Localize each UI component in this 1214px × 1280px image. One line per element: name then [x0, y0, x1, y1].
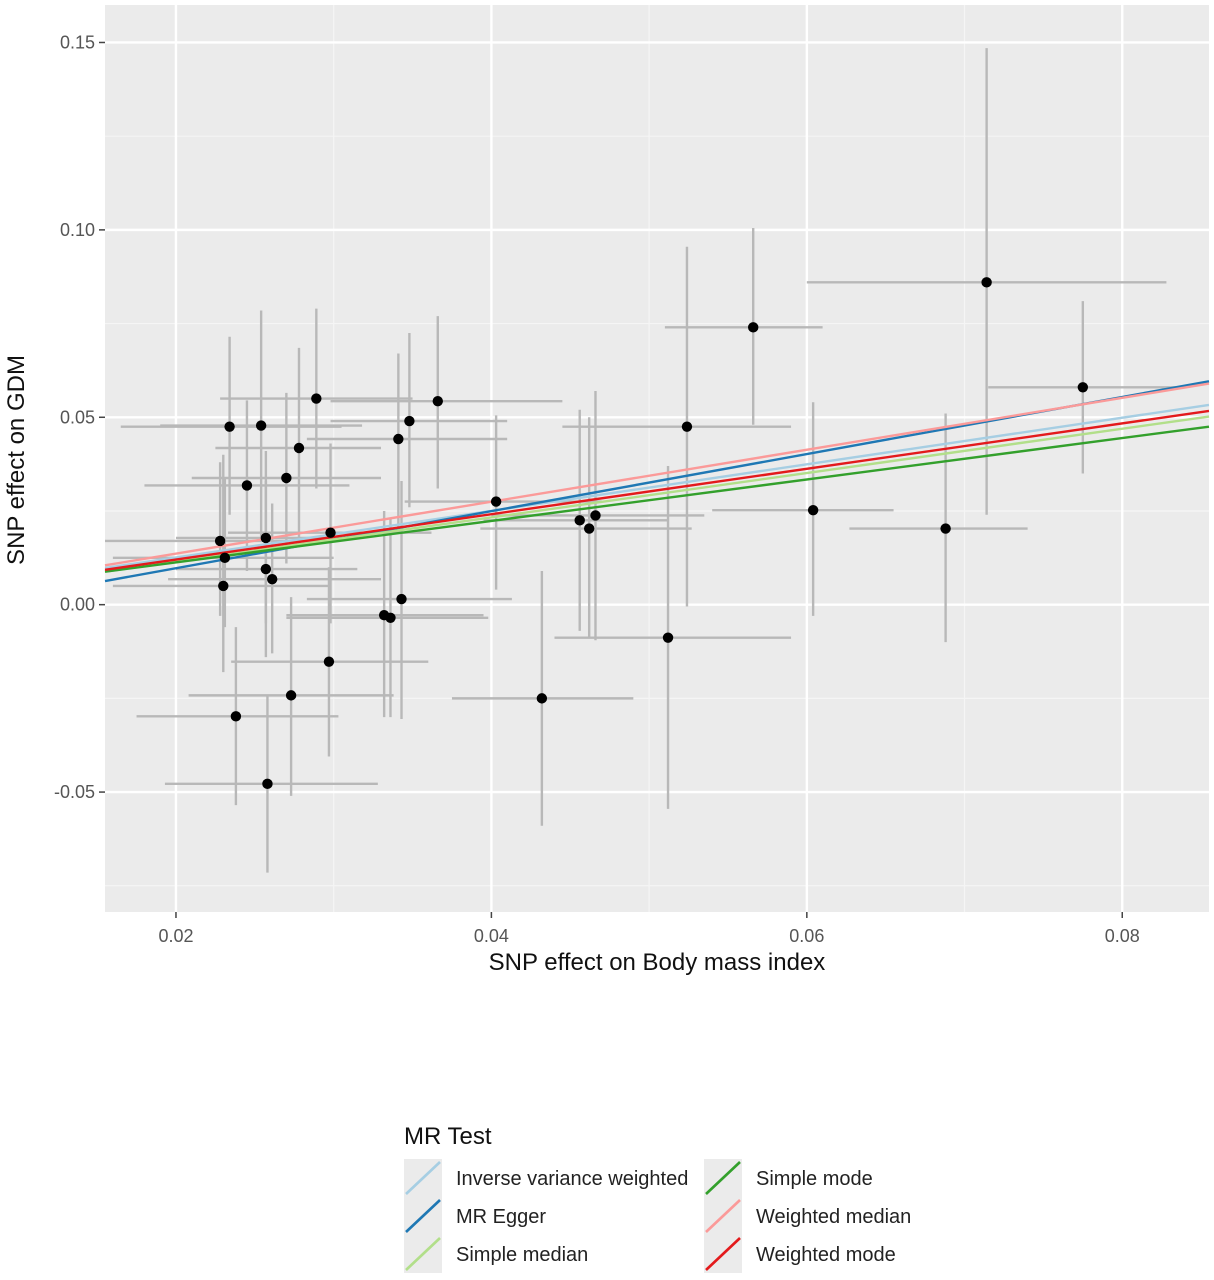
data-point: [214, 535, 226, 547]
x-tick-label: 0.08: [1105, 926, 1140, 946]
data-point: [981, 277, 992, 288]
data-point: [385, 612, 396, 623]
legend-label: Simple median: [456, 1244, 588, 1266]
legend-label: Weighted median: [756, 1206, 911, 1228]
legend-key-line: [705, 1161, 741, 1195]
major-gridlines: [105, 5, 1209, 912]
data-point: [662, 632, 674, 643]
data-point: [281, 472, 292, 484]
legend: MR Test Inverse variance weighted MR Egge…: [404, 1123, 911, 1273]
data-point: [260, 532, 272, 544]
legend-key-line: [405, 1237, 441, 1271]
x-axis-ticks: 0.02 0.04 0.06 0.08: [158, 912, 1140, 946]
data-point: [432, 395, 443, 407]
data-point: [219, 552, 231, 564]
legend-key-line: [405, 1199, 441, 1233]
data-point: [396, 593, 407, 605]
legend-label: MR Egger: [456, 1206, 546, 1228]
data-point: [940, 523, 951, 534]
plot-panel: [105, 5, 1209, 912]
data-point: [260, 563, 272, 575]
data-point: [681, 421, 693, 432]
legend-key-line: [705, 1199, 741, 1233]
regression-line: [104, 415, 1210, 573]
y-tick-label: 0.10: [60, 220, 95, 240]
y-tick-label: 0.15: [60, 32, 95, 52]
data-points: [214, 277, 1089, 790]
data-point: [224, 421, 235, 432]
legend-key-line: [405, 1161, 441, 1195]
y-tick-label: 0.00: [60, 595, 95, 615]
data-point: [1077, 382, 1089, 393]
x-tick-label: 0.06: [789, 926, 824, 946]
regression-line: [104, 425, 1210, 573]
legend-label: Inverse variance weighted: [456, 1168, 688, 1190]
data-point: [748, 322, 759, 333]
y-tick-label: -0.05: [54, 782, 95, 802]
data-point: [218, 580, 229, 592]
y-tick-label: 0.05: [60, 407, 95, 427]
data-point: [536, 693, 548, 704]
data-point: [490, 496, 502, 507]
data-point: [255, 420, 267, 431]
legend-title: MR Test: [404, 1123, 492, 1150]
data-point: [311, 393, 322, 404]
data-point: [574, 515, 585, 526]
regression-lines: [104, 380, 1210, 583]
x-axis-title: SNP effect on Body mass index: [489, 949, 826, 976]
regression-line: [104, 382, 1210, 567]
data-point: [590, 510, 601, 521]
data-point: [285, 690, 297, 701]
data-point: [241, 480, 253, 491]
data-point: [323, 656, 335, 667]
data-point: [266, 573, 278, 585]
regression-line: [104, 403, 1210, 570]
data-point: [393, 433, 404, 445]
data-point: [262, 778, 273, 790]
data-point: [807, 505, 819, 516]
regression-line: [104, 409, 1210, 572]
data-point: [583, 523, 595, 534]
legend-key-line: [705, 1237, 741, 1271]
x-tick-label: 0.02: [158, 926, 193, 946]
data-point: [230, 711, 242, 722]
y-axis-ticks: -0.05 0.00 0.05 0.10 0.15: [54, 32, 105, 802]
y-axis-title: SNP effect on GDM: [3, 355, 30, 565]
legend-label: Simple mode: [756, 1168, 873, 1190]
legend-label: Weighted mode: [756, 1244, 896, 1266]
data-point: [325, 527, 336, 538]
data-point: [404, 415, 415, 427]
data-point: [293, 442, 305, 454]
x-tick-label: 0.04: [474, 926, 509, 946]
